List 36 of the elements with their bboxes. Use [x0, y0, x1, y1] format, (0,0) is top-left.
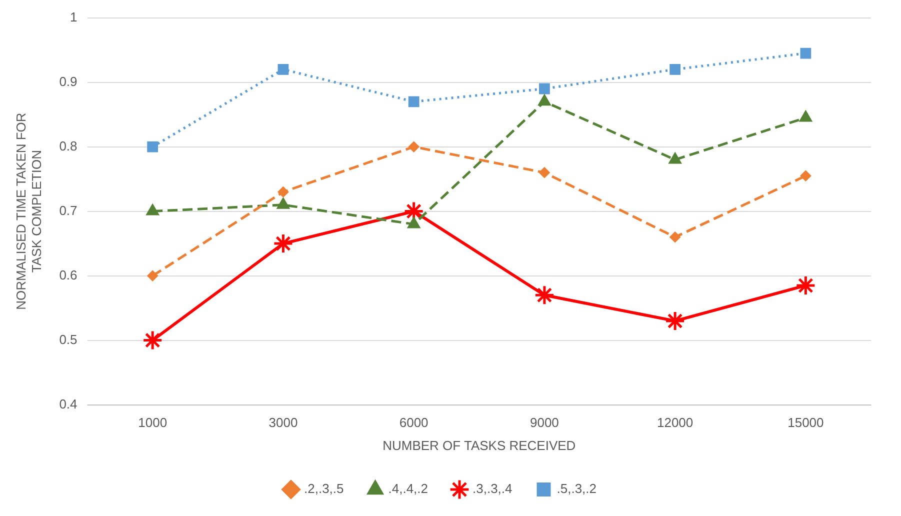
y-axis-title: NORMALISED TIME TAKEN FOR TASK COMPLETION — [13, 112, 44, 310]
point — [142, 330, 163, 351]
point — [147, 270, 158, 282]
point — [534, 284, 555, 306]
y-tick-label: 0.8 — [59, 138, 78, 154]
point — [538, 83, 550, 94]
x-tick-label: 12000 — [656, 415, 694, 430]
legend-label: .4,.4,.2 — [388, 481, 428, 496]
y-tick-label: 1 — [70, 9, 78, 24]
x-tick-label: 9000 — [530, 415, 559, 430]
point — [670, 64, 681, 75]
legend-label: .2,.3,.5 — [304, 481, 344, 496]
point — [278, 186, 289, 198]
point — [670, 232, 681, 243]
point — [408, 96, 420, 108]
point — [664, 310, 686, 332]
point — [278, 64, 289, 75]
point — [795, 275, 816, 296]
legend-label: .5,.3,.2 — [556, 481, 596, 496]
point — [800, 170, 812, 182]
point — [538, 167, 550, 178]
x-tick-label: 15000 — [788, 415, 824, 430]
x-tick-label: 6000 — [399, 415, 428, 430]
x-axis-title: NUMBER OF TASKS RECEIVED — [382, 438, 576, 453]
point — [147, 141, 158, 152]
y-tick-label: 0.6 — [59, 267, 78, 282]
y-tick-label: 0.4 — [59, 396, 78, 412]
y-tick-label: 0.5 — [59, 332, 78, 347]
point — [408, 141, 420, 152]
point — [800, 48, 812, 59]
x-tick-label: 1000 — [138, 415, 168, 430]
legend-label: .3,.3,.4 — [472, 481, 512, 496]
y-tick-label: 0.9 — [59, 74, 78, 89]
x-tick-label: 3000 — [268, 415, 298, 430]
point — [272, 233, 294, 254]
y-tick-label: 0.7 — [59, 202, 78, 218]
